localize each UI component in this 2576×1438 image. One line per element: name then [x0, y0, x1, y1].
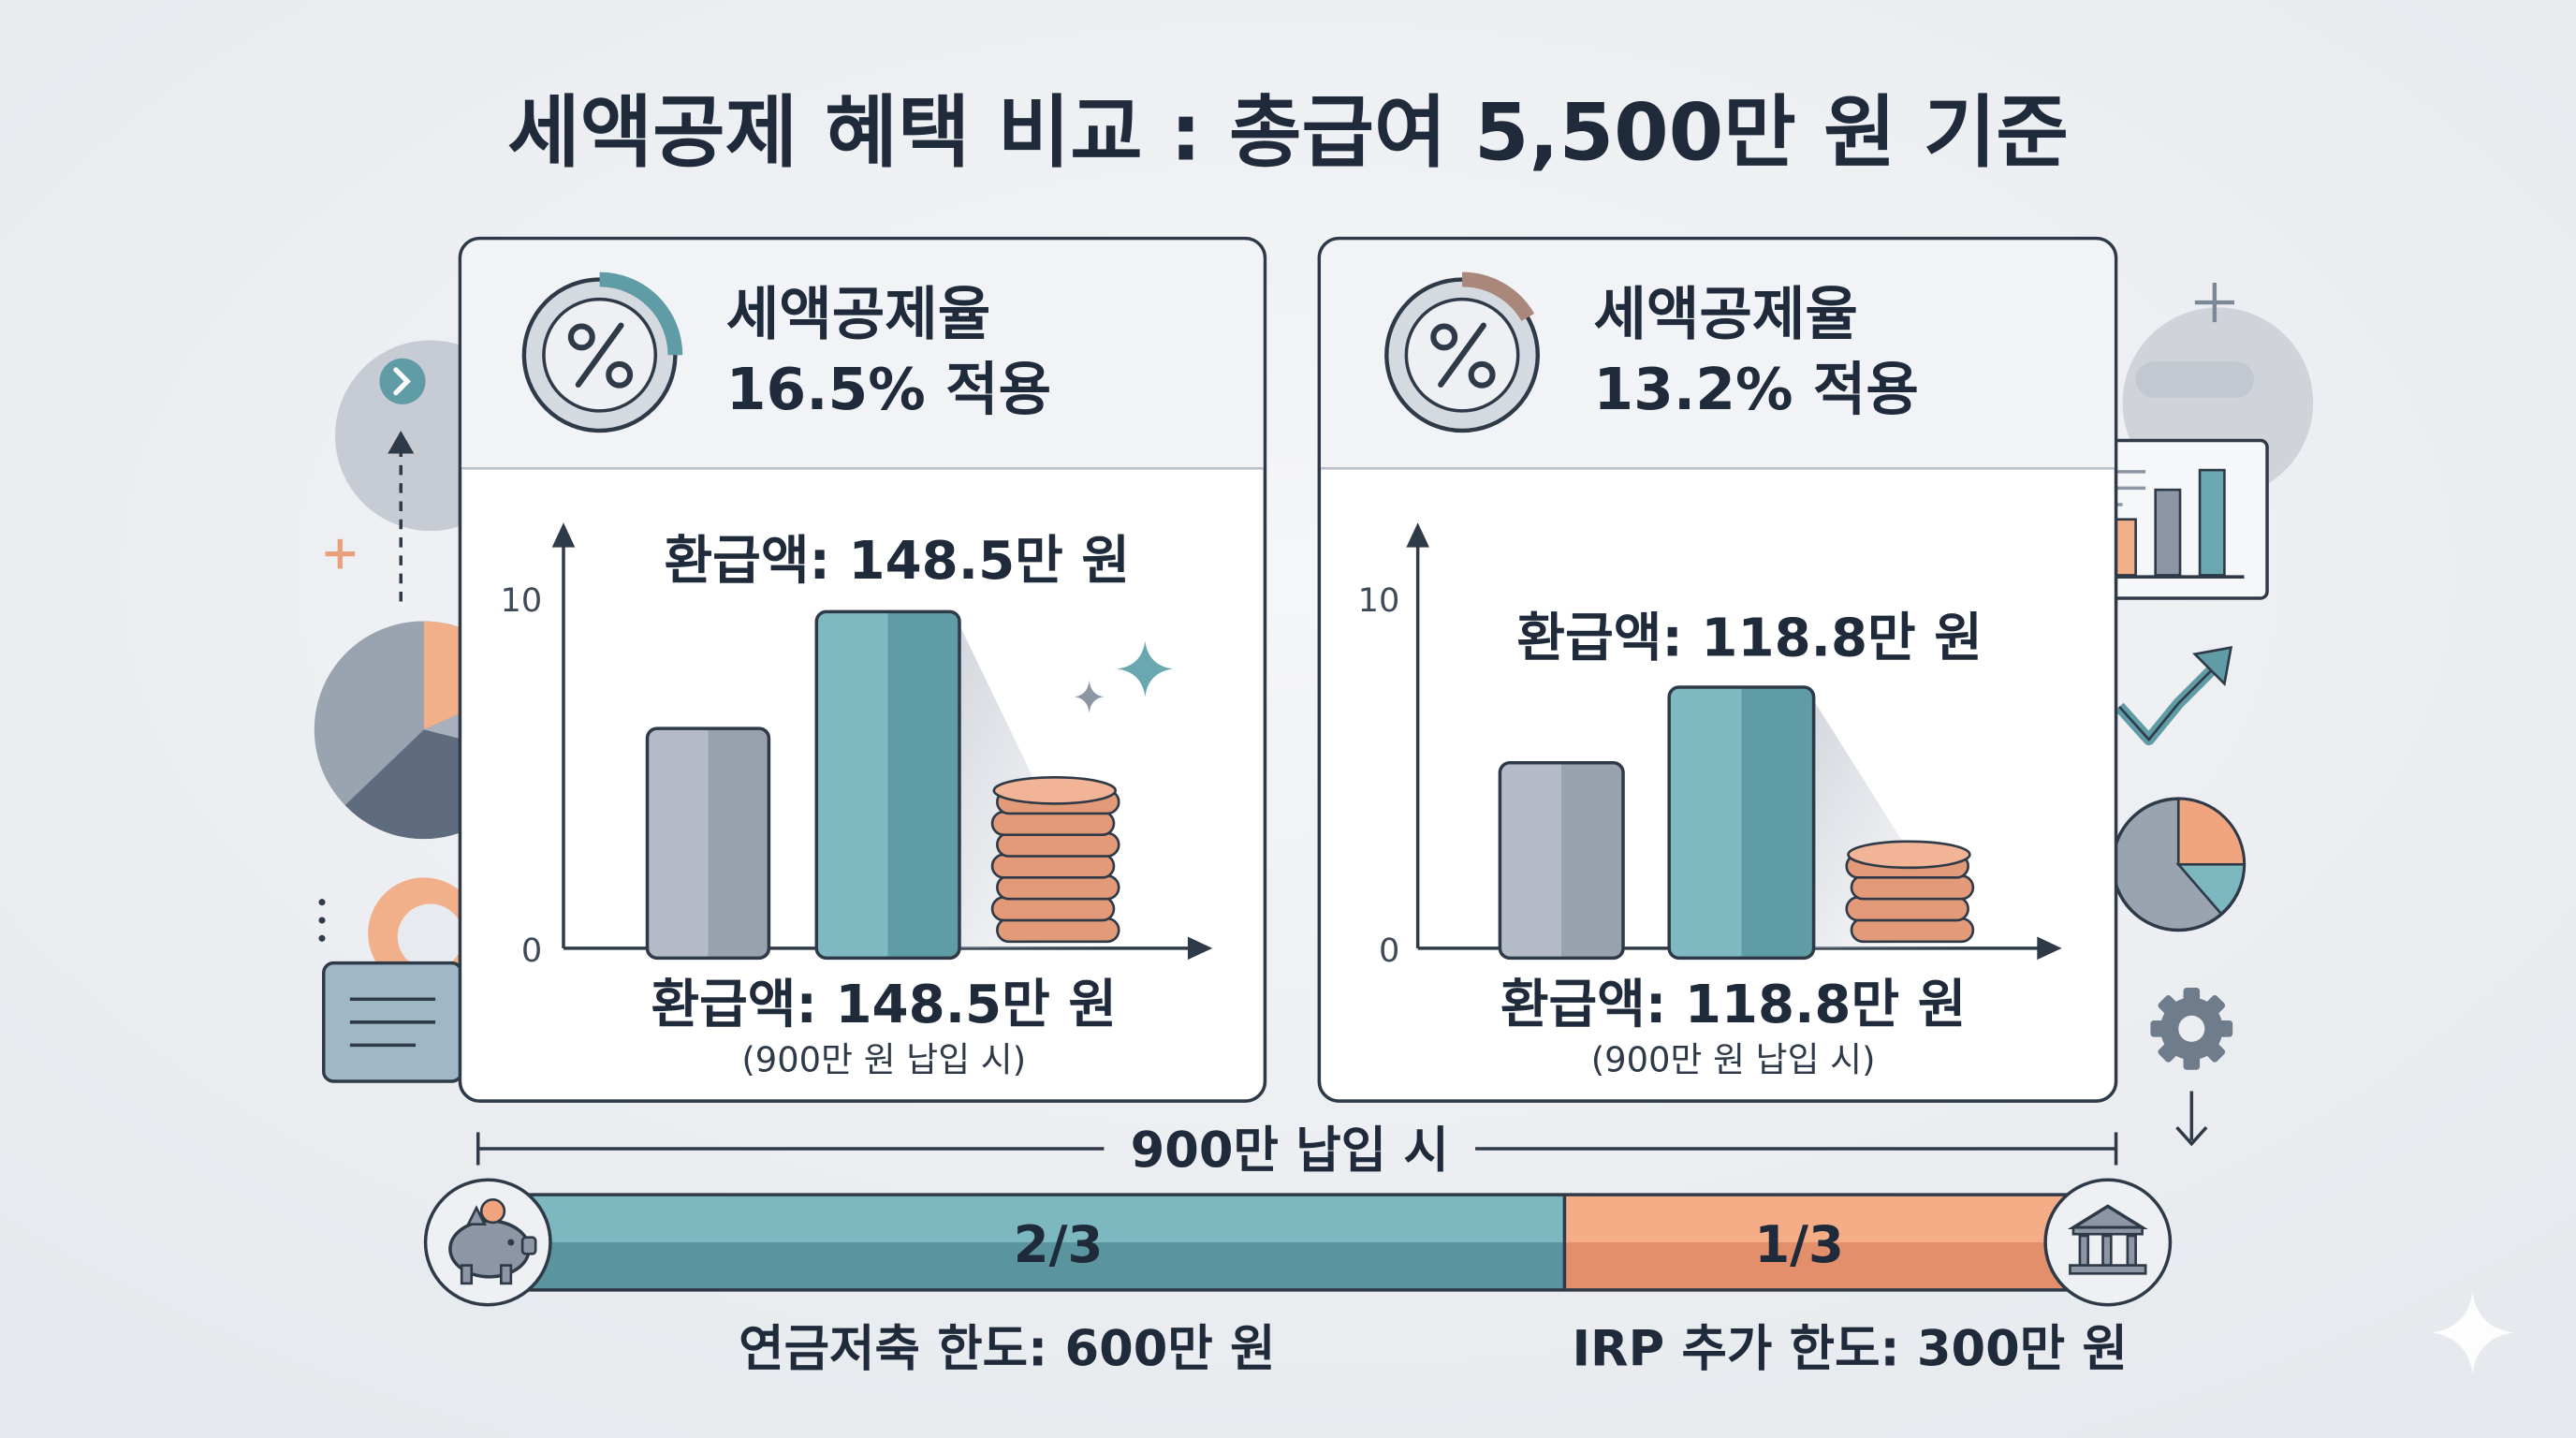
- coin-top: [992, 775, 1118, 805]
- refund-amount-top: 환급액: 118.8만 원: [1516, 608, 1983, 668]
- split-bar-pension: [492, 1195, 1565, 1290]
- rate-label: 세액공제율: [726, 281, 990, 347]
- coin-top: [1847, 840, 1971, 870]
- trend-arrow-icon: [2115, 646, 2233, 746]
- coin: [996, 831, 1120, 858]
- coin: [990, 896, 1116, 922]
- rate-value: 13.2% 적용: [1593, 357, 1918, 423]
- y-tick: 10: [1358, 581, 1400, 620]
- bar-baseline: [1498, 761, 1625, 961]
- rate-value: 16.5% 적용: [726, 357, 1051, 423]
- fraction-right: 1/3: [1754, 1215, 1844, 1274]
- refund-amount: 환급액: 148.5만 원: [651, 975, 1117, 1035]
- bank-icon: [2043, 1178, 2173, 1307]
- coins-icon: [990, 775, 1120, 944]
- fraction-left: 2/3: [1014, 1215, 1104, 1274]
- percent-icon: [521, 271, 683, 433]
- panel-right: 세액공제율 13.2% 적용 환급액: 118.8만 원 10 0 환급액: 1…: [1317, 236, 2118, 1103]
- bars-left: [645, 609, 1120, 961]
- arrow-down-icon: [2175, 1091, 2208, 1147]
- bar-highlight: [814, 609, 961, 961]
- coins-icon: [1845, 840, 1975, 944]
- split-label: 900만 납입 시: [1131, 1122, 1449, 1179]
- bar-highlight: [1667, 685, 1816, 961]
- gear-icon: [2150, 987, 2233, 1070]
- split-bar-irp: [1564, 1195, 2100, 1290]
- coin: [1850, 874, 1975, 901]
- contribution-bracket: [476, 1132, 2118, 1166]
- coin: [1845, 896, 1969, 922]
- bar-baseline: [645, 726, 771, 961]
- sparkle-icon: [2431, 1291, 2514, 1374]
- page-title: 세액공제 혜택 비교 : 총급여 5,500만 원 기준: [507, 86, 2069, 178]
- payment-note: (900만 원 납입 시): [741, 1039, 1026, 1079]
- coin: [990, 853, 1116, 879]
- refund-amount-top: 환급액: 148.5만 원: [665, 531, 1131, 592]
- rate-label: 세액공제율: [1593, 281, 1857, 347]
- percent-icon: [1384, 271, 1540, 433]
- chevron-right-icon: [379, 358, 426, 404]
- y-tick: 0: [521, 932, 542, 970]
- piggy-bank-icon: [423, 1178, 552, 1307]
- plus-icon: [2194, 283, 2234, 323]
- y-tick: 0: [1379, 932, 1399, 970]
- coin: [1850, 917, 1975, 944]
- payment-note: (900만 원 납입 시): [1591, 1039, 1876, 1079]
- irp-limit-caption: IRP 추가 한도: 300만 원: [1572, 1321, 2128, 1378]
- split-bar: 2/3 1/3: [490, 1193, 2101, 1292]
- coin: [996, 874, 1120, 901]
- panel-left: 세액공제율 16.5% 적용 환급액: 148.5만 원 10 0 환급액: 1…: [458, 236, 1267, 1103]
- coin: [996, 917, 1120, 944]
- coin: [990, 810, 1116, 837]
- sparkle-icon: [1074, 640, 1174, 713]
- pie-chart-icon: [2111, 797, 2247, 932]
- y-tick: 10: [501, 581, 543, 620]
- pension-limit-caption: 연금저축 한도: 600만 원: [739, 1321, 1275, 1378]
- plus-icon: [325, 538, 356, 569]
- refund-amount: 환급액: 118.8만 원: [1500, 975, 1967, 1035]
